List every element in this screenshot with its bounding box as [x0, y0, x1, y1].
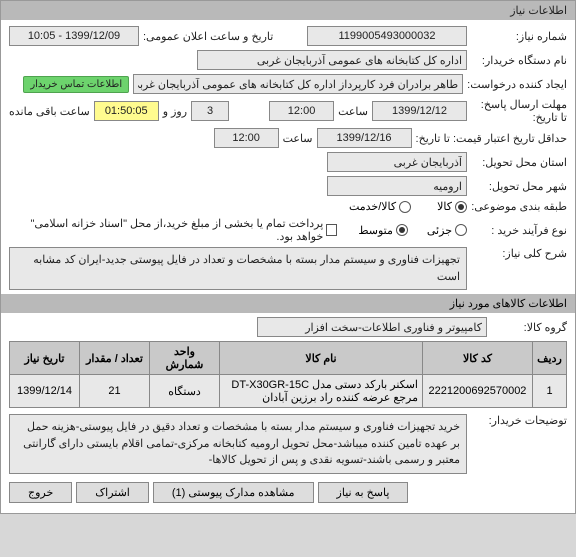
attachments-button[interactable]: مشاهده مدارک پیوستی (1) — [153, 482, 314, 503]
row-price-expire: حداقل تاریخ اعتبار قیمت: تا تاریخ: ساعت — [9, 128, 567, 148]
contact-badge[interactable]: اطلاعات تماس خریدار — [23, 76, 129, 93]
need-desc-box: تجهیزات فناوری و سیستم مدار بسته با مشخص… — [9, 247, 467, 290]
request-info-window: اطلاعات نیاز شماره نیاز: تاریخ و ساعت اع… — [0, 0, 576, 514]
row-city: شهر محل تحویل: — [9, 176, 567, 196]
label-deadline: مهلت ارسال پاسخ:تا تاریخ: — [471, 98, 567, 124]
label-price-expire: حداقل تاریخ اعتبار قیمت: تا تاریخ: — [416, 132, 567, 145]
radio-service[interactable]: کالا/خدمت — [349, 200, 411, 213]
items-table: ردیف کد کالا نام کالا واحد شمارش تعداد /… — [9, 341, 567, 408]
button-bar: پاسخ به نیاز مشاهده مدارک پیوستی (1) اشت… — [9, 482, 567, 503]
section-items-header: اطلاعات کالاهای مورد نیاز — [1, 294, 575, 313]
items-tbody: 1 2221200692570002 اسکنر بارکد دستی مدل … — [10, 375, 567, 408]
row-group: گروه کالا: — [9, 317, 567, 337]
th-unit: واحد شمارش — [150, 342, 220, 375]
label-city: شهر محل تحویل: — [471, 180, 567, 193]
days-left — [191, 101, 229, 121]
th-row: ردیف — [533, 342, 567, 375]
cell-name: اسکنر بارکد دستی مدل DT-X30GR-15C مرجع ع… — [220, 375, 423, 408]
creator-field — [133, 74, 463, 94]
cell-qty: 21 — [80, 375, 150, 408]
check-treasury[interactable]: پرداخت تمام یا بخشی از مبلغ خرید،از محل … — [9, 217, 337, 243]
cell-row: 1 — [533, 375, 567, 408]
buyer-notes-box: خرید تجهیزات فناوری و سیستم مدار بسته با… — [9, 414, 467, 474]
time-left — [94, 101, 159, 121]
radio-dot-icon — [455, 201, 467, 213]
price-expire-date — [317, 128, 412, 148]
exit-button[interactable]: خروج — [9, 482, 72, 503]
th-qty: تعداد / مقدار — [80, 342, 150, 375]
reply-button[interactable]: پاسخ به نیاز — [318, 482, 409, 503]
radio-low[interactable]: جزئی — [427, 224, 467, 237]
th-date: تاریخ نیاز — [10, 342, 80, 375]
items-thead: ردیف کد کالا نام کالا واحد شمارش تعداد /… — [10, 342, 567, 375]
row-need-desc: شرح کلی نیاز: تجهیزات فناوری و سیستم مدا… — [9, 247, 567, 290]
label-purchase-type: نوع فرآیند خرید : — [471, 224, 567, 237]
province-field — [327, 152, 467, 172]
row-deadline: مهلت ارسال پاسخ:تا تاریخ: ساعت روز و ساع… — [9, 98, 567, 124]
label-category: طبقه بندی موضوعی: — [471, 200, 567, 213]
city-field — [327, 176, 467, 196]
label-announce: تاریخ و ساعت اعلان عمومی: — [143, 30, 273, 43]
row-need-no: شماره نیاز: تاریخ و ساعت اعلان عمومی: — [9, 26, 567, 46]
label-day: روز و — [163, 105, 187, 118]
row-buyer: نام دستگاه خریدار: — [9, 50, 567, 70]
cell-unit: دستگاه — [150, 375, 220, 408]
radio-dot-icon — [399, 201, 411, 213]
checkbox-icon — [326, 224, 337, 236]
window-content: شماره نیاز: تاریخ و ساعت اعلان عمومی: نا… — [1, 20, 575, 513]
label-buyer: نام دستگاه خریدار: — [471, 54, 567, 67]
label-hour-2: ساعت — [283, 132, 313, 145]
announce-field — [9, 26, 139, 46]
label-group: گروه کالا: — [491, 321, 567, 334]
group-field — [257, 317, 487, 337]
cell-date: 1399/12/14 — [10, 375, 80, 408]
price-expire-time — [214, 128, 279, 148]
buyer-field — [197, 50, 467, 70]
cell-code: 2221200692570002 — [423, 375, 533, 408]
label-remain: ساعت باقی مانده — [9, 105, 90, 118]
deadline-time — [269, 101, 334, 121]
need-no-field — [307, 26, 467, 46]
table-row[interactable]: 1 2221200692570002 اسکنر بارکد دستی مدل … — [10, 375, 567, 408]
th-code: کد کالا — [423, 342, 533, 375]
radio-mid[interactable]: متوسط — [358, 224, 408, 237]
deadline-date — [372, 101, 467, 121]
label-buyer-notes: توضیحات خریدار: — [471, 414, 567, 427]
label-creator: ایجاد کننده درخواست: — [467, 78, 567, 91]
label-need-no: شماره نیاز: — [471, 30, 567, 43]
row-province: استان محل تحویل: — [9, 152, 567, 172]
row-purchase-type: نوع فرآیند خرید : جزئی متوسط پرداخت تمام… — [9, 217, 567, 243]
share-button[interactable]: اشتراک — [76, 482, 149, 503]
label-need-desc: شرح کلی نیاز: — [471, 247, 567, 260]
row-creator: ایجاد کننده درخواست: اطلاعات تماس خریدار — [9, 74, 567, 94]
row-buyer-notes: توضیحات خریدار: خرید تجهیزات فناوری و سی… — [9, 414, 567, 474]
radio-dot-icon — [455, 224, 467, 236]
window-title: اطلاعات نیاز — [510, 5, 567, 17]
label-province: استان محل تحویل: — [471, 156, 567, 169]
radio-goods[interactable]: کالا — [437, 200, 467, 213]
th-name: نام کالا — [220, 342, 423, 375]
label-hour-1: ساعت — [338, 105, 368, 118]
window-titlebar: اطلاعات نیاز — [1, 1, 575, 20]
radio-dot-icon — [396, 224, 408, 236]
row-category: طبقه بندی موضوعی: کالا کالا/خدمت — [9, 200, 567, 213]
